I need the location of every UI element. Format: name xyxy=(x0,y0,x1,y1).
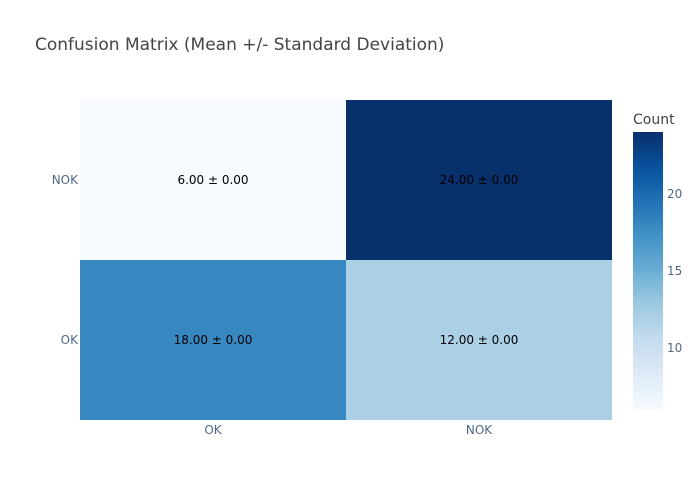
heatmap-cell xyxy=(346,100,612,260)
heatmap-cell xyxy=(80,100,346,260)
x-axis-ticks: OK NOK xyxy=(204,423,493,437)
colorbar-gradient xyxy=(633,132,663,410)
colorbar: Count 10 15 20 xyxy=(633,112,682,410)
heatmap-cell xyxy=(346,260,612,420)
colorbar-ticks: 10 15 20 xyxy=(667,187,682,355)
cell-value-label: 24.00 ± 0.00 xyxy=(440,173,519,187)
heatmap-cell xyxy=(80,260,346,420)
colorbar-tick-label: 20 xyxy=(667,187,682,201)
colorbar-title: Count xyxy=(633,112,675,128)
chart-title: Confusion Matrix (Mean +/- Standard Devi… xyxy=(35,35,444,55)
cell-value-label: 6.00 ± 0.00 xyxy=(177,173,248,187)
cell-value-label: 12.00 ± 0.00 xyxy=(440,333,519,347)
x-tick-label: NOK xyxy=(466,423,493,437)
x-tick-label: OK xyxy=(204,423,222,437)
colorbar-tick-label: 10 xyxy=(667,341,682,355)
y-axis-ticks: OK NOK xyxy=(52,173,79,347)
y-tick-label: OK xyxy=(61,333,79,347)
cell-value-label: 18.00 ± 0.00 xyxy=(174,333,253,347)
heatmap-cells xyxy=(80,100,612,420)
y-tick-label: NOK xyxy=(52,173,79,187)
heatmap-cell-labels: 18.00 ± 0.00 12.00 ± 0.00 6.00 ± 0.00 24.00… xyxy=(174,173,519,347)
colorbar-tick-label: 15 xyxy=(667,264,682,278)
